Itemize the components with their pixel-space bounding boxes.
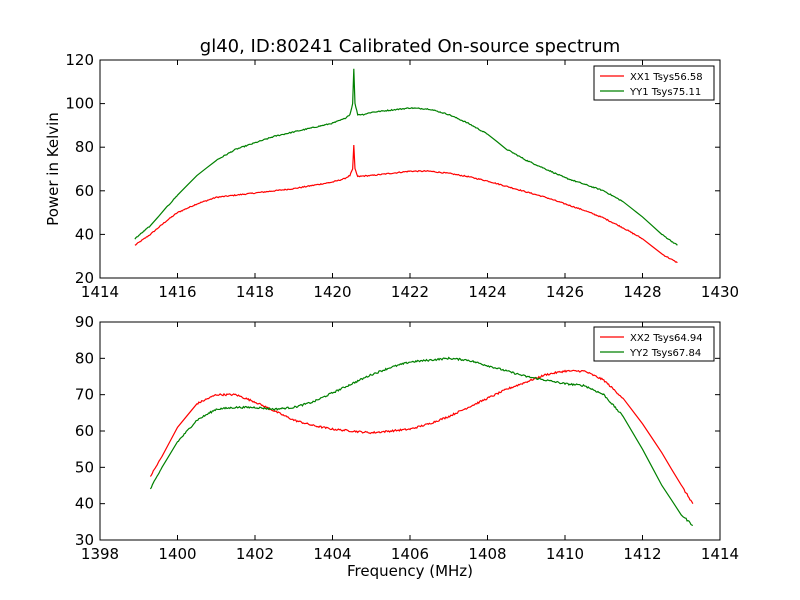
x-tick-label: 1422 bbox=[391, 283, 429, 301]
x-tick-label: 1416 bbox=[158, 283, 196, 301]
x-tick-label: 1398 bbox=[81, 545, 119, 563]
legend-label: YY2 Tsys67.84 bbox=[629, 348, 701, 359]
y-tick-label: 70 bbox=[75, 386, 94, 404]
series-line-xx2 bbox=[149, 369, 694, 504]
x-tick-label: 1402 bbox=[236, 545, 274, 563]
x-tick-label: 1430 bbox=[701, 283, 739, 301]
y-tick-label: 40 bbox=[75, 225, 94, 243]
x-tick-label: 1414 bbox=[81, 283, 119, 301]
legend-label: XX1 Tsys56.58 bbox=[630, 72, 703, 83]
x-tick-label: 1410 bbox=[546, 545, 584, 563]
x-tick-label: 1420 bbox=[313, 283, 351, 301]
legend-box bbox=[593, 65, 715, 101]
y-tick-label: 90 bbox=[75, 313, 94, 331]
plots: 1414 1416 1418 1420 1422 1424 1426 1428 1430 20 40… bbox=[44, 51, 739, 580]
legend-label: XX2 Tsys64.94 bbox=[630, 333, 703, 344]
legend: XX1 Tsys56.58 YY1 Tsys75.11 bbox=[593, 65, 715, 101]
figure-title: gl40, ID:80241 Calibrated On-source spec… bbox=[200, 36, 620, 57]
x-axis-label: Frequency (MHz) bbox=[347, 562, 473, 580]
chart-panel-1: 1414 1416 1418 1420 1422 1424 1426 1428 1430 20 40… bbox=[44, 51, 739, 301]
series-line-xx1 bbox=[134, 144, 678, 264]
legend-label: YY1 Tsys75.11 bbox=[629, 87, 701, 98]
y-tick-label: 100 bbox=[65, 95, 94, 113]
x-tick-label: 1406 bbox=[391, 545, 429, 563]
series-line-yy2 bbox=[149, 356, 694, 527]
x-tick-label: 1400 bbox=[158, 545, 196, 563]
y-axis-label: Power in Kelvin bbox=[44, 112, 62, 226]
x-tick-label: 1428 bbox=[623, 283, 661, 301]
x-tick-label: 1424 bbox=[468, 283, 506, 301]
x-tick-label: 1412 bbox=[623, 545, 661, 563]
y-tick-label: 120 bbox=[65, 51, 94, 69]
y-tick-label: 60 bbox=[75, 182, 94, 200]
chart-panel-2: 1398 1400 1402 1404 1406 1408 1410 1412 1414 30 40… bbox=[75, 313, 739, 580]
x-tick-label: 1404 bbox=[313, 545, 351, 563]
y-tick-label: 30 bbox=[75, 531, 94, 549]
series-line-yy1 bbox=[134, 68, 678, 246]
x-tick-label: 1418 bbox=[236, 283, 274, 301]
y-tick-label: 80 bbox=[75, 349, 94, 367]
legend: XX2 Tsys64.94 YY2 Tsys67.84 bbox=[593, 326, 715, 362]
legend-box bbox=[593, 326, 715, 362]
y-tick-label: 60 bbox=[75, 422, 94, 440]
x-tick-label: 1414 bbox=[701, 545, 739, 563]
y-tick-label: 50 bbox=[75, 458, 94, 476]
y-tick-label: 80 bbox=[75, 138, 94, 156]
x-tick-label: 1426 bbox=[546, 283, 584, 301]
y-tick-label: 20 bbox=[75, 269, 94, 287]
x-tick-label: 1408 bbox=[468, 545, 506, 563]
y-tick-label: 40 bbox=[75, 495, 94, 513]
